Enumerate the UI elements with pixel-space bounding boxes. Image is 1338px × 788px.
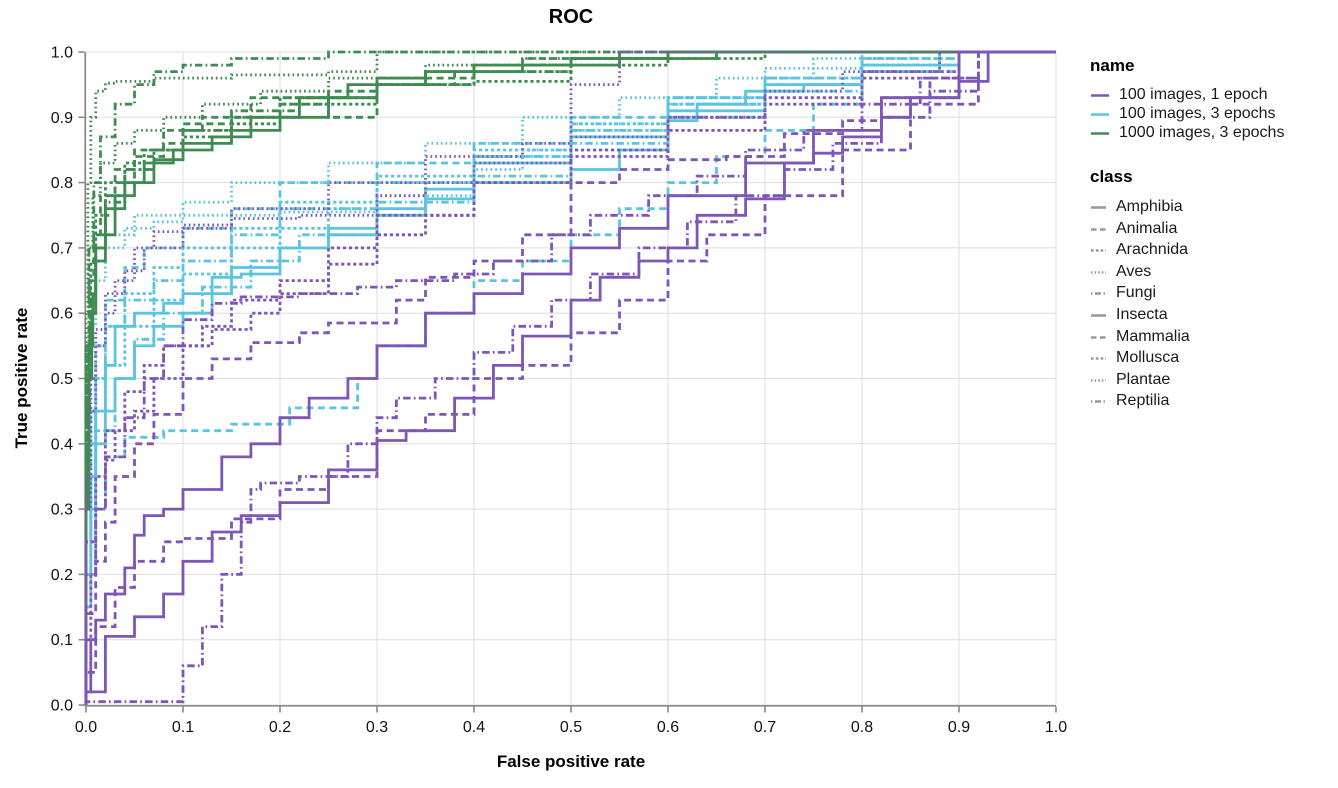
legend-swatch-shortdash-icon <box>1091 249 1106 252</box>
legend-swatch-dot-icon <box>1091 378 1106 382</box>
legend-swatch-solid-icon <box>1091 132 1109 136</box>
legend-item-label: Amphibia <box>1116 197 1183 215</box>
series-mollusca-100-images-1-epoch <box>84 50 1056 705</box>
series-insecta-100-images-3-epochs <box>84 50 1056 705</box>
legend-item-label: Plantae <box>1116 370 1171 388</box>
legend: name 100 images, 1 epoch 100 images, 3 ep… <box>1090 56 1284 412</box>
legend-swatch-dashdot-icon <box>1091 292 1106 296</box>
series-insecta-1000-images-3-epochs <box>84 50 1056 705</box>
legend-item-label: Animalia <box>1116 219 1178 237</box>
y-tick-label: 0.7 <box>51 240 73 257</box>
x-tick-label: 0.0 <box>75 719 97 736</box>
legend-item-aves: Aves <box>1090 261 1284 283</box>
legend-item-label: 1000 images, 3 epochs <box>1119 124 1285 142</box>
legend-item-fungi: Fungi <box>1090 283 1284 305</box>
legend-item-plantae: Plantae <box>1090 369 1284 391</box>
legend-swatch-dash-icon <box>1091 227 1106 231</box>
y-tick-label: 0.6 <box>51 306 73 323</box>
series-plantae-100-images-1-epoch <box>84 50 1056 705</box>
x-tick-label: 0.9 <box>948 719 970 736</box>
legend-item-mammalia: Mammalia <box>1090 326 1284 348</box>
y-tick-label: 0.5 <box>51 371 73 388</box>
legend-title-name: name <box>1090 56 1135 75</box>
legend-item-mollusca: Mollusca <box>1090 347 1284 369</box>
legend-item-label: Mollusca <box>1116 349 1180 367</box>
series-reptilia-1000-images-3-epochs <box>84 50 1056 705</box>
x-tick-label: 0.4 <box>463 719 485 736</box>
series-fungi-100-images-1-epoch <box>84 50 1056 705</box>
legend-swatch-solid-icon <box>1091 113 1109 116</box>
legend-item-label: Reptilia <box>1116 392 1170 410</box>
legend-item-label: Mammalia <box>1116 327 1190 345</box>
series-mammalia-100-images-1-epoch <box>84 50 1056 705</box>
y-tick-label: 0.4 <box>51 436 73 453</box>
y-tick-label: 0.9 <box>51 110 73 127</box>
legend-item-label: Insecta <box>1116 305 1168 323</box>
series-aves-100-images-1-epoch <box>84 50 1056 705</box>
legend-group-class: class Amphibia Animalia Arachnida Aves Fungi… <box>1090 167 1284 412</box>
legend-item-1000-images-3-epochs: 1000 images, 3 epochs <box>1090 124 1284 143</box>
legend-item-animalia: Animalia <box>1090 218 1284 240</box>
legend-item-amphibia: Amphibia <box>1090 196 1284 218</box>
x-tick-label: 0.2 <box>269 719 291 736</box>
legend-swatch-solid-icon <box>1091 314 1106 317</box>
legend-item-arachnida: Arachnida <box>1090 239 1284 261</box>
legend-title-class: class <box>1090 167 1133 187</box>
legend-item-100-images-3-epochs: 100 images, 3 epochs <box>1090 104 1284 123</box>
legend-group-name: name 100 images, 1 epoch 100 images, 3 ep… <box>1090 56 1284 143</box>
legend-swatch-dashdot-icon <box>1091 400 1106 404</box>
x-tick-label: 0.7 <box>754 719 776 736</box>
y-tick-label: 1.0 <box>51 45 73 62</box>
y-tick-label: 0.0 <box>51 698 73 715</box>
y-tick-label: 0.2 <box>51 567 73 584</box>
y-axis-title: True positive rate <box>12 307 31 449</box>
legend-item-label: Aves <box>1116 262 1152 280</box>
x-tick-label: 0.1 <box>172 719 194 736</box>
series-plantae-1000-images-3-epochs <box>84 50 1056 705</box>
x-tick-label: 0.8 <box>851 719 873 736</box>
y-tick-label: 0.8 <box>51 175 73 192</box>
series-animalia-100-images-1-epoch <box>84 50 1056 705</box>
series-insecta-100-images-1-epoch <box>84 50 1056 705</box>
x-tick-label: 1.0 <box>1045 719 1067 736</box>
legend-item-reptilia: Reptilia <box>1090 391 1284 413</box>
legend-item-label: Arachnida <box>1116 241 1189 259</box>
series-amphibia-100-images-1-epoch <box>84 50 1056 705</box>
series-fungi-1000-images-3-epochs <box>84 50 1056 705</box>
legend-item-label: 100 images, 3 epochs <box>1119 105 1276 123</box>
legend-item-100-images-1-epoch: 100 images, 1 epoch <box>1090 85 1284 104</box>
x-tick-label: 0.6 <box>657 719 679 736</box>
series-reptilia-100-images-1-epoch <box>84 50 1056 705</box>
series-aves-100-images-3-epochs <box>84 50 1056 705</box>
legend-swatch-dot-icon <box>1091 270 1106 274</box>
legend-item-label: Fungi <box>1116 284 1157 302</box>
series-reptilia-100-images-3-epochs <box>84 50 1056 705</box>
legend-swatch-dash-icon <box>1091 335 1106 339</box>
legend-swatch-shortdash-icon <box>1091 357 1106 360</box>
y-tick-label: 0.1 <box>51 632 73 649</box>
chart-title: ROC <box>548 6 594 28</box>
x-tick-label: 0.5 <box>560 719 582 736</box>
legend-swatch-solid-icon <box>1091 93 1109 97</box>
x-axis-title: False positive rate <box>496 752 646 771</box>
x-tick-label: 0.3 <box>366 719 388 736</box>
legend-item-insecta: Insecta <box>1090 304 1284 326</box>
legend-item-label: 100 images, 1 epoch <box>1119 85 1268 103</box>
legend-swatch-solid-icon <box>1091 206 1106 209</box>
roc-plot: 0.00.0 0.1 0.1 0.2 0.2 0.3 0.3 0.4 0.4 0.5 0.5 0.6 0… <box>51 45 1067 737</box>
y-tick-label: 0.3 <box>51 502 73 519</box>
